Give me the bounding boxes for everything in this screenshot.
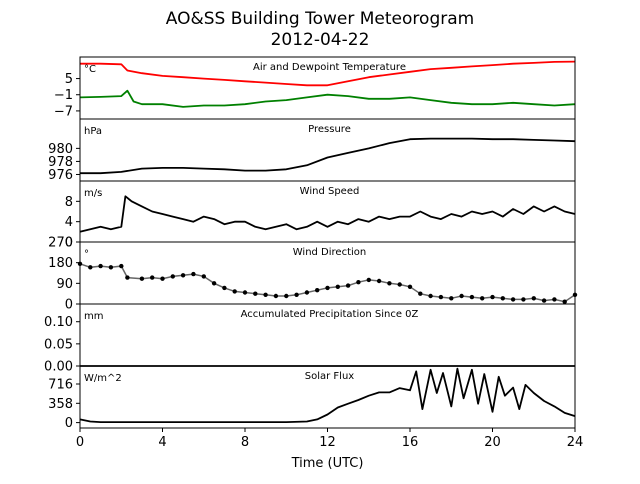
panel-2-ytick-label-2: 0 [65,236,73,251]
x-axis-label: Time (UTC) [291,456,364,471]
panel-3-title: Wind Direction [293,247,367,258]
panel-0-unit-label: °C [84,64,96,75]
x-tick-label-4: 16 [402,435,419,450]
x-tick-label-1: 4 [158,435,166,450]
panel-0-ytick-label-0: 5 [65,72,73,87]
panel-5-ytick-label-2: 0 [65,416,73,431]
panel-3-ytick-label-3: 0 [65,298,73,313]
panel-3-ytick-label-1: 180 [48,256,73,271]
panel-5-ytick-label-1: 358 [48,397,73,412]
figure-title: AO&SS Building Tower Meteorogram [166,9,474,29]
panel-5-title: Solar Flux [305,371,355,382]
x-tick-label-0: 0 [76,435,84,450]
panel-3-series-0-trace [79,263,576,303]
panel-3-unit-label: ° [84,249,89,260]
x-tick-label-5: 20 [484,435,501,450]
panel-3-ytick-label-0: 270 [48,236,73,251]
panel-2-series-0-line [79,195,576,233]
x-tick-label-2: 8 [241,435,249,450]
panel-1-title: Pressure [308,124,351,135]
x-axis: 0 4 8 12 16 20 24 [76,428,583,450]
panel-4-title: Accumulated Precipitation Since 0Z [241,309,419,320]
panel-4-ytick-label-2: 0.00 [44,360,73,375]
figure-subtitle: 2012-04-22 [271,30,370,50]
panel-5-series-0-line [79,367,576,424]
panel-1-series-0-line [80,137,576,175]
panel-2-ytick-label-1: 4 [65,215,73,230]
panel-2-ytick-label-0: 8 [65,195,73,210]
panel-4-ytick-label-1: 0.05 [44,337,73,352]
panel-3: 270 180 90 0 Wind Direction ° [48,236,578,313]
panel-1-unit-label: hPa [84,126,102,137]
panel-0-ytick-label-1: −1 [54,88,73,103]
x-tick-label-6: 24 [567,435,584,450]
panel-0-series-0-line [80,60,576,87]
panel-0-series-1-line [79,89,576,108]
panel-3-ytick-label-2: 90 [56,277,73,292]
panel-5-unit-label: W/m^2 [84,373,122,384]
panel-1-ytick-label-1: 978 [48,155,73,170]
panel-5: 716 358 0 Solar Flux W/m^2 [48,365,576,431]
panel-5-ytick-label-0: 716 [48,378,73,393]
panel-0: 5−1−7 Air and Dewpoint Temperature °C [54,56,576,120]
panel-0-ytick-label-2: −7 [54,104,73,119]
panel-2: 8 4 0 Wind Speed m/s [65,180,576,251]
x-tick-label-3: 12 [319,435,336,450]
panel-2-unit-label: m/s [84,188,102,199]
panel-0-title: Air and Dewpoint Temperature [253,62,406,73]
panel-1-ytick-label-2: 976 [48,168,73,183]
panel-4-unit-label: mm [84,311,103,322]
panel-4: 0.10 0.05 0.00 Accumulated Precipitation Si… [44,303,576,375]
panel-4-ytick-label-0: 0.10 [44,315,73,330]
panel-2-title: Wind Speed [300,186,360,197]
panel-1-ytick-label-0: 980 [48,142,73,157]
